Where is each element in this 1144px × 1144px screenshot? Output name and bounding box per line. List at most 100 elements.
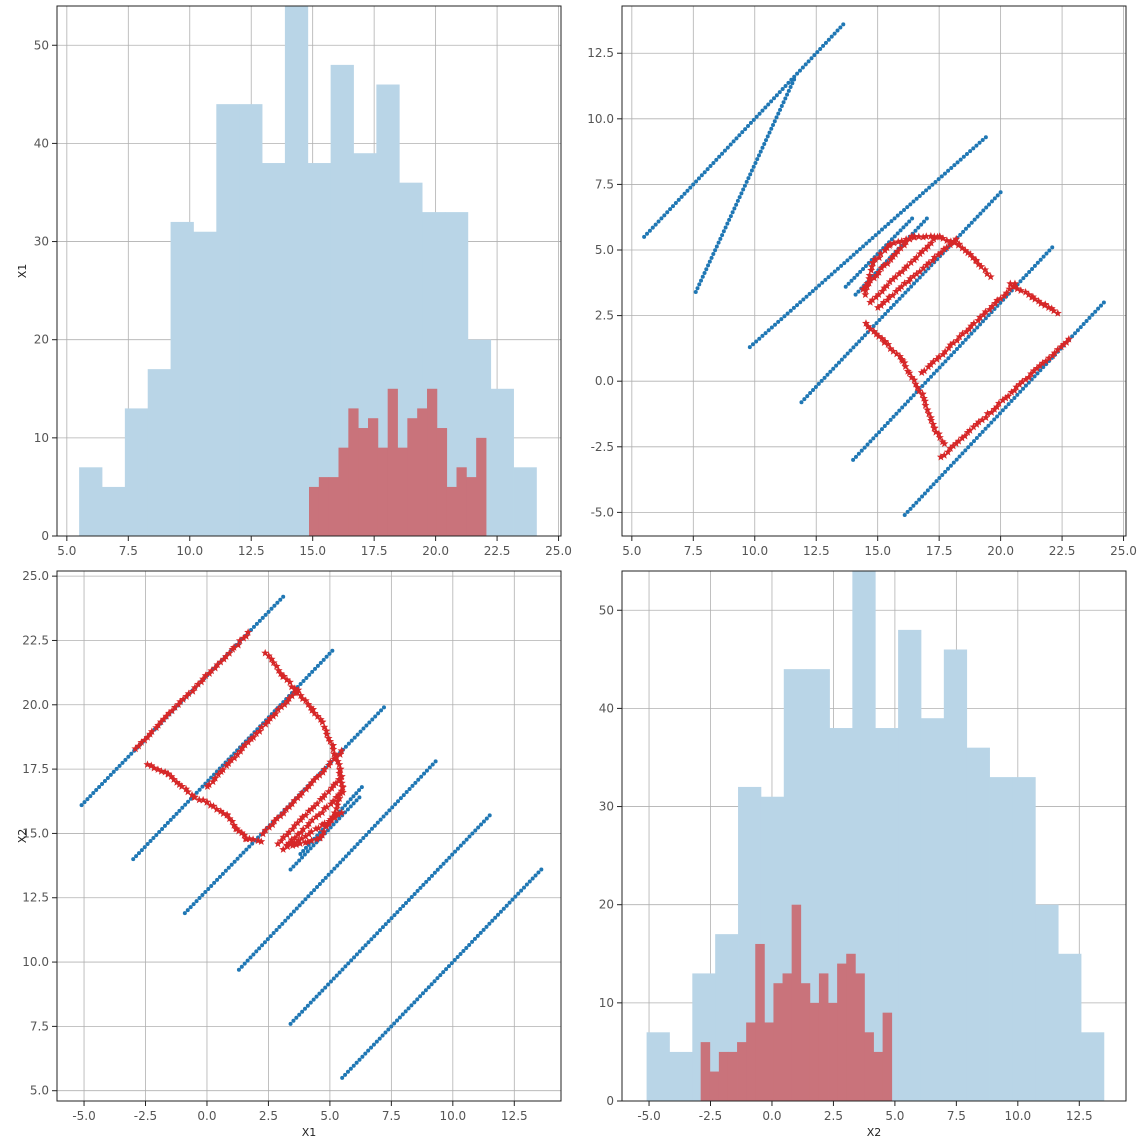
star-point xyxy=(307,827,316,836)
scatter-point xyxy=(653,222,658,227)
histogram-bar xyxy=(309,486,320,536)
scatter-point xyxy=(863,263,868,268)
x-tick-label: 17.5 xyxy=(926,544,953,558)
histogram-bar xyxy=(436,428,448,536)
scatter-point xyxy=(886,308,891,313)
star-point xyxy=(963,248,972,257)
axes-frame xyxy=(621,570,1127,1102)
star-point xyxy=(285,802,294,811)
scatter-point xyxy=(303,897,308,902)
star-point xyxy=(949,441,958,450)
star-point xyxy=(150,763,159,772)
scatter-point xyxy=(861,266,866,271)
star-point xyxy=(283,842,292,851)
scatter-point xyxy=(426,985,431,990)
scatter-point xyxy=(352,735,357,740)
scatter-point xyxy=(291,909,296,914)
scatter-point xyxy=(476,825,481,830)
scatter-point xyxy=(679,194,684,199)
star-point xyxy=(219,809,228,818)
star-point xyxy=(878,334,887,342)
scatter-point xyxy=(100,781,105,786)
scatter-point xyxy=(360,946,365,951)
scatter-point xyxy=(930,182,935,187)
scatter-point xyxy=(343,810,348,815)
scatter-point xyxy=(926,377,931,382)
star-point xyxy=(318,820,327,829)
scatter-point xyxy=(905,509,910,514)
star-point xyxy=(922,261,931,269)
star-point xyxy=(1044,303,1053,311)
scatter-point xyxy=(905,205,910,210)
scatter-point xyxy=(772,119,777,124)
scatter-point xyxy=(914,500,919,505)
scatter-point xyxy=(998,300,1003,305)
star-point xyxy=(892,349,901,358)
scatter-point xyxy=(998,190,1003,195)
histogram-bar xyxy=(764,1022,774,1101)
star-point xyxy=(942,236,951,244)
scatter-point xyxy=(785,92,790,97)
scatter-point xyxy=(145,842,150,847)
star-point xyxy=(304,807,313,815)
star-point xyxy=(901,362,910,370)
star-point xyxy=(182,784,191,793)
star-point xyxy=(952,439,961,447)
histogram-bar xyxy=(1012,777,1036,1101)
star-point xyxy=(161,767,170,776)
scatter-point xyxy=(275,600,280,605)
scatter-point xyxy=(828,369,833,374)
y-tick-label: 17.5 xyxy=(22,762,49,776)
star-point xyxy=(874,268,883,276)
histogram-bar xyxy=(852,571,876,1101)
scatter-point xyxy=(695,286,700,291)
scatter-point xyxy=(1038,368,1043,373)
star-point xyxy=(282,805,291,813)
scatter-point xyxy=(380,925,385,930)
scatter-point xyxy=(974,143,979,148)
scatter-point xyxy=(682,191,687,196)
scatter-point xyxy=(387,808,392,813)
star-point xyxy=(244,628,253,636)
x-tick-label: 7.5 xyxy=(382,1109,401,1123)
scatter-point xyxy=(908,202,913,207)
scatter-point xyxy=(742,183,747,188)
scatter-point xyxy=(371,1042,376,1047)
star-point xyxy=(1062,338,1071,346)
star-point xyxy=(930,423,939,432)
scatter-point xyxy=(154,832,159,837)
star-point xyxy=(223,811,232,819)
star-point xyxy=(257,723,266,731)
scatter-point xyxy=(244,847,249,852)
star-point xyxy=(994,399,1003,407)
scatter-point xyxy=(670,204,675,209)
scatter-point xyxy=(917,193,922,198)
star-point xyxy=(905,368,914,377)
scatter-point xyxy=(263,612,268,617)
scatter-point xyxy=(946,356,951,361)
scatter-point xyxy=(720,233,725,238)
scatter-point xyxy=(939,174,944,179)
star-point xyxy=(298,788,307,797)
star-point xyxy=(329,797,338,805)
histogram-bar xyxy=(755,943,765,1101)
star-point xyxy=(195,795,204,804)
star-point xyxy=(322,726,331,735)
star-point xyxy=(927,416,936,424)
scatter-point xyxy=(427,876,432,881)
scatter-point xyxy=(778,107,783,112)
scatter-point xyxy=(816,381,821,386)
scatter-point xyxy=(345,1069,350,1074)
scatter-point xyxy=(853,454,858,459)
star-point xyxy=(1010,279,1019,288)
scatter-point xyxy=(191,902,196,907)
scatter-point xyxy=(958,157,963,162)
scatter-point xyxy=(1021,276,1026,281)
star-point xyxy=(1029,366,1038,375)
star-point xyxy=(315,771,324,779)
star-point xyxy=(867,266,876,274)
star-point xyxy=(1028,292,1037,301)
star-point xyxy=(1018,377,1027,386)
star-point xyxy=(273,814,281,822)
star-point xyxy=(182,692,191,700)
